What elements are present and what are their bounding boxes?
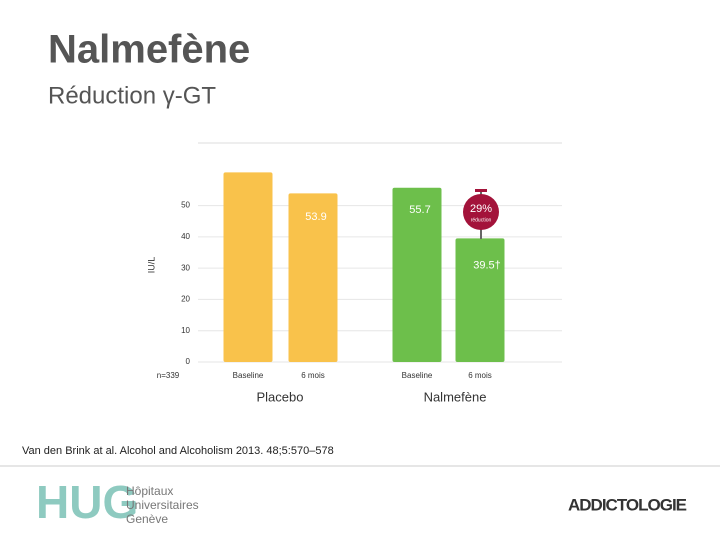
group-label: Nalmefène [424, 389, 487, 404]
bar [455, 238, 505, 362]
hospital-name: Hôpitaux [126, 484, 173, 498]
bar [392, 187, 442, 362]
y-tick-label: 20 [181, 295, 190, 304]
bar [288, 193, 338, 362]
bracket-cap [475, 189, 487, 192]
x-tick-label: Baseline [233, 371, 264, 380]
hug-logo: HUG [36, 476, 138, 528]
y-tick-label: 30 [181, 263, 190, 272]
x-tick-label: 6 mois [468, 371, 492, 380]
y-tick-label: 40 [181, 232, 190, 241]
y-tick-label: 0 [186, 357, 191, 366]
n-label: n=339 [157, 371, 180, 380]
dept-logo: ADDICTOLOGIE [568, 495, 687, 514]
reduction-text: réduction [471, 217, 492, 223]
y-tick-label: 10 [181, 326, 190, 335]
x-tick-label: Baseline [402, 371, 433, 380]
hospital-name: Genève [126, 512, 168, 526]
reduction-badge [463, 194, 499, 230]
value-label: 53.9 [305, 211, 326, 223]
subtitle: Réduction γ-GT [48, 82, 216, 109]
hospital-name: Universitaires [126, 498, 199, 512]
group-label: Placebo [257, 389, 304, 404]
value-label: 55.7 [409, 204, 430, 216]
value-label: 39.5† [473, 259, 501, 271]
reduction-value: 29% [470, 203, 492, 215]
bracket-cap [475, 239, 487, 243]
bar [223, 172, 273, 362]
y-axis-label: IU/L [146, 257, 156, 274]
citation: Van den Brink at al. Alcohol and Alcohol… [22, 445, 334, 457]
x-tick-label: 6 mois [301, 371, 325, 380]
title: Nalmefène [48, 28, 250, 72]
y-tick-label: 50 [181, 201, 190, 210]
